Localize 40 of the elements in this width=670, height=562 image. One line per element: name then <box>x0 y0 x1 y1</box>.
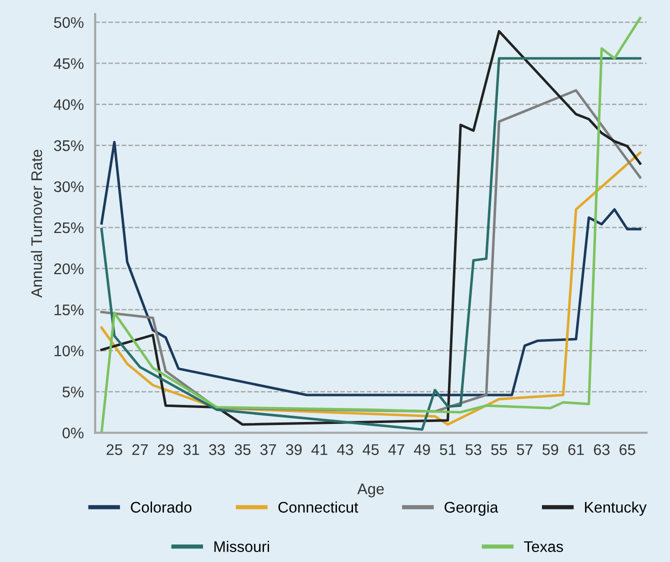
legend-label: Missouri <box>214 540 270 552</box>
x-tick-label: 31 <box>183 444 200 456</box>
x-tick-label: 35 <box>234 444 250 456</box>
y-tick-label: 40% <box>54 99 84 110</box>
x-axis-title: Age <box>357 484 384 498</box>
x-tick-label: 37 <box>260 444 276 456</box>
x-tick-label: 47 <box>388 444 404 455</box>
x-tick-label: 33 <box>209 444 225 456</box>
y-tick-label: 5% <box>62 386 84 398</box>
y-tick-label: 35% <box>54 140 84 152</box>
x-tick-label: 39 <box>286 444 302 456</box>
y-tick-label: 15% <box>54 304 84 316</box>
x-tick-label: 59 <box>542 444 558 456</box>
x-tick-label: 45 <box>362 444 379 456</box>
y-axis-title: Annual Turnover Rate <box>30 150 42 298</box>
x-tick-label: 57 <box>516 444 532 456</box>
y-tick-label: 0% <box>62 428 84 438</box>
x-tick-label: 29 <box>158 444 174 456</box>
x-tick-label: 51 <box>440 444 456 456</box>
x-tick-label: 25 <box>106 444 122 456</box>
x-tick-label: 43 <box>337 444 354 456</box>
x-tick-label: 63 <box>594 444 610 456</box>
x-tick-label: 41 <box>311 444 328 455</box>
x-tick-label: 61 <box>568 444 584 456</box>
legend-label: Georgia <box>444 501 498 516</box>
x-tick-label: 65 <box>620 444 636 456</box>
y-tick-label: 10% <box>54 346 84 356</box>
legend-label: Kentucky <box>585 501 647 516</box>
y-tick-label: 20% <box>54 263 84 274</box>
x-tick-label: 53 <box>466 444 482 456</box>
x-tick-label: 55 <box>491 444 507 456</box>
legend-label: Connecticut <box>278 501 358 513</box>
legend-label: Texas <box>524 541 564 552</box>
y-tick-label: 50% <box>54 17 84 28</box>
x-tick-label: 27 <box>132 444 148 455</box>
y-tick-label: 45% <box>54 58 84 69</box>
y-tick-label: 30% <box>54 181 84 192</box>
x-tick-label: 49 <box>414 444 430 456</box>
legend-label: Colorado <box>130 501 192 513</box>
y-tick-label: 25% <box>54 222 84 234</box>
